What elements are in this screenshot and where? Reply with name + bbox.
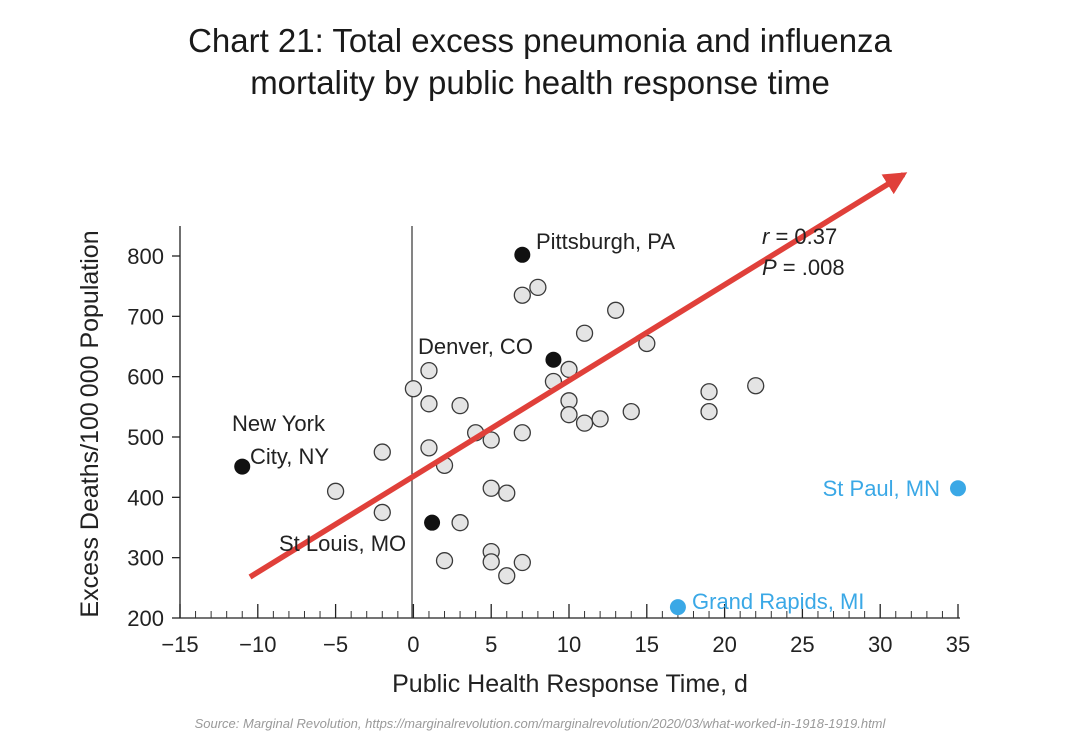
open-point	[700, 403, 718, 421]
label-denver: Denver, CO	[418, 334, 533, 359]
open-point	[482, 553, 500, 571]
y-tick-label: 200	[127, 606, 164, 631]
x-tick-label: −10	[239, 632, 276, 657]
point-labels: New York City, NY Pittsburgh, PA Denver, CO…	[232, 229, 940, 614]
open-point	[575, 324, 594, 342]
trend-arrow	[248, 172, 908, 580]
label-st-paul: St Paul, MN	[823, 476, 940, 501]
y-axis-label: Excess Deaths/100 000 Population	[76, 230, 104, 617]
open-point	[451, 396, 469, 415]
r-statistic: r = 0.37	[762, 224, 837, 249]
open-point	[529, 278, 547, 297]
open-point	[591, 410, 609, 428]
label-grand-rapids: Grand Rapids, MI	[692, 589, 864, 614]
open-point	[622, 403, 640, 421]
label-new-york: New York	[232, 411, 326, 436]
x-tick-label: 0	[407, 632, 419, 657]
data-points	[234, 246, 966, 616]
stats-annotation: r = 0.37 P = .008	[762, 224, 845, 280]
open-point	[482, 479, 500, 497]
outlier-point	[669, 599, 686, 616]
x-tick-label: 30	[868, 632, 892, 657]
open-point	[560, 406, 578, 424]
open-point	[373, 503, 391, 522]
open-point	[607, 301, 625, 319]
label-new-york: City, NY	[250, 444, 329, 469]
axes: −15 −10 −5 0 5 10 15 20 25 30 35 200 300 400 500 600 70…	[127, 226, 970, 657]
x-minor-ticks	[195, 611, 943, 618]
highlighted-point	[234, 458, 251, 475]
open-point	[498, 567, 516, 585]
chart-title-line-1: Chart 21: Total excess pneumonia and inf…	[188, 22, 892, 59]
x-axis-label: Public Health Response Time, d	[392, 670, 748, 698]
open-point	[700, 383, 718, 401]
x-tick-label: 35	[946, 632, 970, 657]
y-ticks: 200 300 400 500 600 700 800	[127, 244, 180, 631]
open-point	[498, 484, 516, 502]
y-tick-label: 300	[127, 546, 164, 571]
x-tick-label: −15	[161, 632, 198, 657]
highlighted-point	[545, 351, 562, 368]
y-tick-label: 700	[127, 304, 164, 329]
open-point	[513, 553, 531, 572]
open-point	[326, 482, 345, 500]
open-point	[575, 414, 594, 432]
open-point	[435, 552, 454, 570]
y-tick-label: 400	[127, 485, 164, 510]
label-pittsburgh: Pittsburgh, PA	[536, 229, 675, 254]
highlighted-point	[514, 246, 531, 263]
x-tick-label: −5	[323, 632, 348, 657]
open-point	[513, 286, 531, 304]
p-statistic: P = .008	[762, 255, 845, 280]
x-ticks: −15 −10 −5 0 5 10 15 20 25 30 35	[161, 604, 970, 657]
open-point	[420, 361, 438, 380]
chart-title: Chart 21: Total excess pneumonia and inf…	[0, 20, 1080, 104]
x-tick-label: 10	[557, 632, 581, 657]
open-point	[513, 424, 531, 442]
source-note: Source: Marginal Revolution, https://mar…	[194, 716, 886, 731]
y-tick-label: 500	[127, 425, 164, 450]
open-point	[404, 380, 423, 398]
open-point	[451, 514, 469, 532]
x-tick-label: 15	[635, 632, 659, 657]
x-tick-label: 25	[790, 632, 814, 657]
outlier-point	[950, 480, 966, 497]
x-tick-label: 20	[712, 632, 736, 657]
x-tick-label: 5	[485, 632, 497, 657]
open-point	[420, 439, 438, 457]
open-point	[373, 443, 391, 461]
open-point	[420, 395, 438, 413]
highlighted-point	[424, 514, 441, 531]
y-tick-label: 600	[127, 365, 164, 390]
label-st-louis: St Louis, MO	[279, 531, 406, 556]
open-point	[482, 431, 500, 449]
chart-title-line-2: mortality by public health response time	[250, 64, 830, 101]
y-tick-label: 800	[127, 244, 164, 269]
open-point	[747, 377, 765, 395]
